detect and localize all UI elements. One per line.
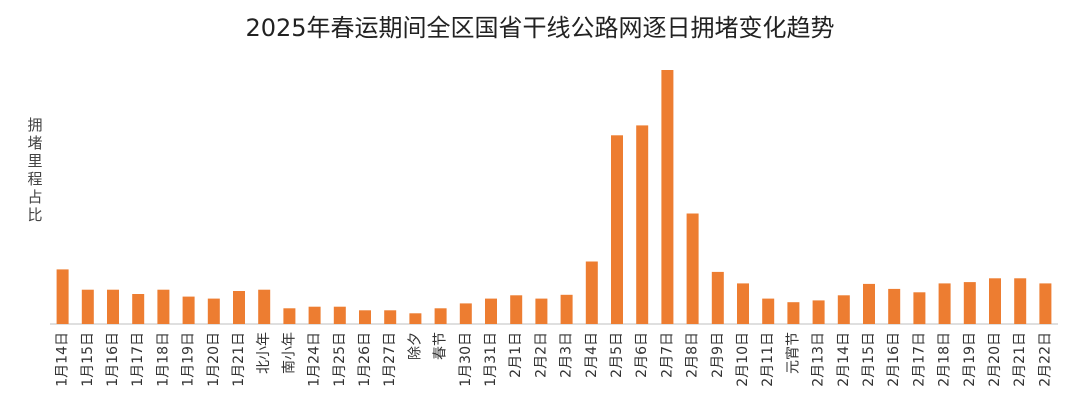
bar-2月15日 xyxy=(863,283,875,324)
bar-1月20日 xyxy=(207,298,220,324)
x-tick-label: 2月15日 xyxy=(861,332,877,387)
x-tick-label: 2月20日 xyxy=(987,332,1003,387)
bar-1月26日 xyxy=(359,310,371,324)
x-tick-label: 北小年 xyxy=(256,332,272,374)
x-tick-label: 1月27日 xyxy=(382,332,398,387)
x-tick-label: 1月26日 xyxy=(357,332,373,387)
bar-2月1日 xyxy=(510,295,523,324)
x-tick-label: 2月13日 xyxy=(811,332,827,387)
bar-南小年 xyxy=(283,308,296,324)
bar-1月30日 xyxy=(459,303,472,324)
bar-2月17日 xyxy=(913,292,926,325)
bar-2月13日 xyxy=(812,300,825,324)
bar-2月21日 xyxy=(1014,278,1027,324)
bar-北小年 xyxy=(258,289,271,324)
x-tick-label: 2月3日 xyxy=(559,332,575,378)
x-tick-label: 2月18日 xyxy=(937,332,953,387)
x-tick-label: 2月9日 xyxy=(710,332,726,378)
x-tick-label: 2月5日 xyxy=(609,332,625,378)
bar-2月5日 xyxy=(611,135,623,324)
x-tick-labels: 1月14日 1月15日 1月16日 1月17日 1月18日 1月19日 1月20日 1月21日… xyxy=(55,332,1054,387)
x-tick-label: 2月1日 xyxy=(508,332,524,378)
y-axis-label: 拥堵里程占比 xyxy=(27,116,43,224)
x-tick-label: 2月2日 xyxy=(533,332,549,378)
x-tick-label: 1月14日 xyxy=(55,332,71,387)
bar-1月18日 xyxy=(157,289,170,324)
x-tick-label: 1月30日 xyxy=(458,332,474,387)
x-tick-label: 1月19日 xyxy=(181,332,197,387)
x-tick-label: 2月8日 xyxy=(685,332,701,378)
bar-2月18日 xyxy=(938,283,951,324)
x-tick-label: 2月17日 xyxy=(911,332,927,387)
x-tick-label: 南小年 xyxy=(281,332,297,374)
bar-1月16日 xyxy=(107,289,119,324)
x-tick-label: 元宵节 xyxy=(784,332,801,374)
x-tick-label: 2月14日 xyxy=(836,332,852,387)
bar-1月31日 xyxy=(485,298,497,324)
x-tick-label: 1月31日 xyxy=(483,332,499,387)
bar-1月27日 xyxy=(384,310,397,324)
x-tick-label: 2月4日 xyxy=(584,332,600,378)
x-tick-label: 2月21日 xyxy=(1012,332,1028,387)
bar-2月14日 xyxy=(837,295,850,324)
bar-2月4日 xyxy=(585,261,598,324)
x-tick-label: 2月6日 xyxy=(634,332,650,378)
bar-2月19日 xyxy=(963,282,976,324)
x-tick-label: 1月25日 xyxy=(332,332,348,387)
bar-1月15日 xyxy=(81,289,94,324)
x-tick-label: 1月16日 xyxy=(105,332,121,387)
bar-2月22日 xyxy=(1039,283,1052,324)
bar-1月24日 xyxy=(308,306,321,324)
bar-1月14日 xyxy=(56,269,69,324)
x-tick-label: 1月24日 xyxy=(307,332,323,387)
bar-春节 xyxy=(434,308,447,324)
bar-1月21日 xyxy=(233,291,245,324)
bar-1月19日 xyxy=(182,296,195,324)
x-tick-label: 1月17日 xyxy=(130,332,146,387)
bar-1月17日 xyxy=(132,294,145,324)
bar-2月2日 xyxy=(535,298,548,324)
x-tick-label: 1月20日 xyxy=(206,332,222,387)
bar-2月20日 xyxy=(989,278,1001,324)
bars-group xyxy=(56,70,1052,325)
x-tick-label: 春节 xyxy=(433,332,449,360)
x-tick-label: 除夕 xyxy=(407,332,423,360)
x-tick-label: 1月21日 xyxy=(231,332,247,387)
bar-2月10日 xyxy=(737,283,749,324)
x-tick-label: 2月10日 xyxy=(735,332,751,387)
bar-1月25日 xyxy=(333,306,346,324)
bar-2月8日 xyxy=(686,213,699,324)
bar-2月6日 xyxy=(636,125,649,325)
bar-2月16日 xyxy=(888,288,901,324)
bar-除夕 xyxy=(409,313,422,324)
x-tick-label: 1月18日 xyxy=(155,332,171,387)
x-tick-label: 2月11日 xyxy=(760,332,776,387)
x-tick-label: 2月19日 xyxy=(962,332,978,387)
bar-2月11日 xyxy=(762,298,775,324)
bar-2月3日 xyxy=(560,294,573,324)
x-tick-label: 2月7日 xyxy=(659,332,675,378)
x-tick-label: 1月15日 xyxy=(80,332,96,387)
bar-元宵节 xyxy=(787,302,800,324)
bar-2月9日 xyxy=(711,271,724,324)
x-tick-label: 2月22日 xyxy=(1037,332,1053,387)
bar-2月7日 xyxy=(661,70,674,324)
chart-title: 2025年春运期间全区国省干线公路网逐日拥堵变化趋势 xyxy=(245,14,835,42)
x-tick-label: 2月16日 xyxy=(886,332,902,387)
